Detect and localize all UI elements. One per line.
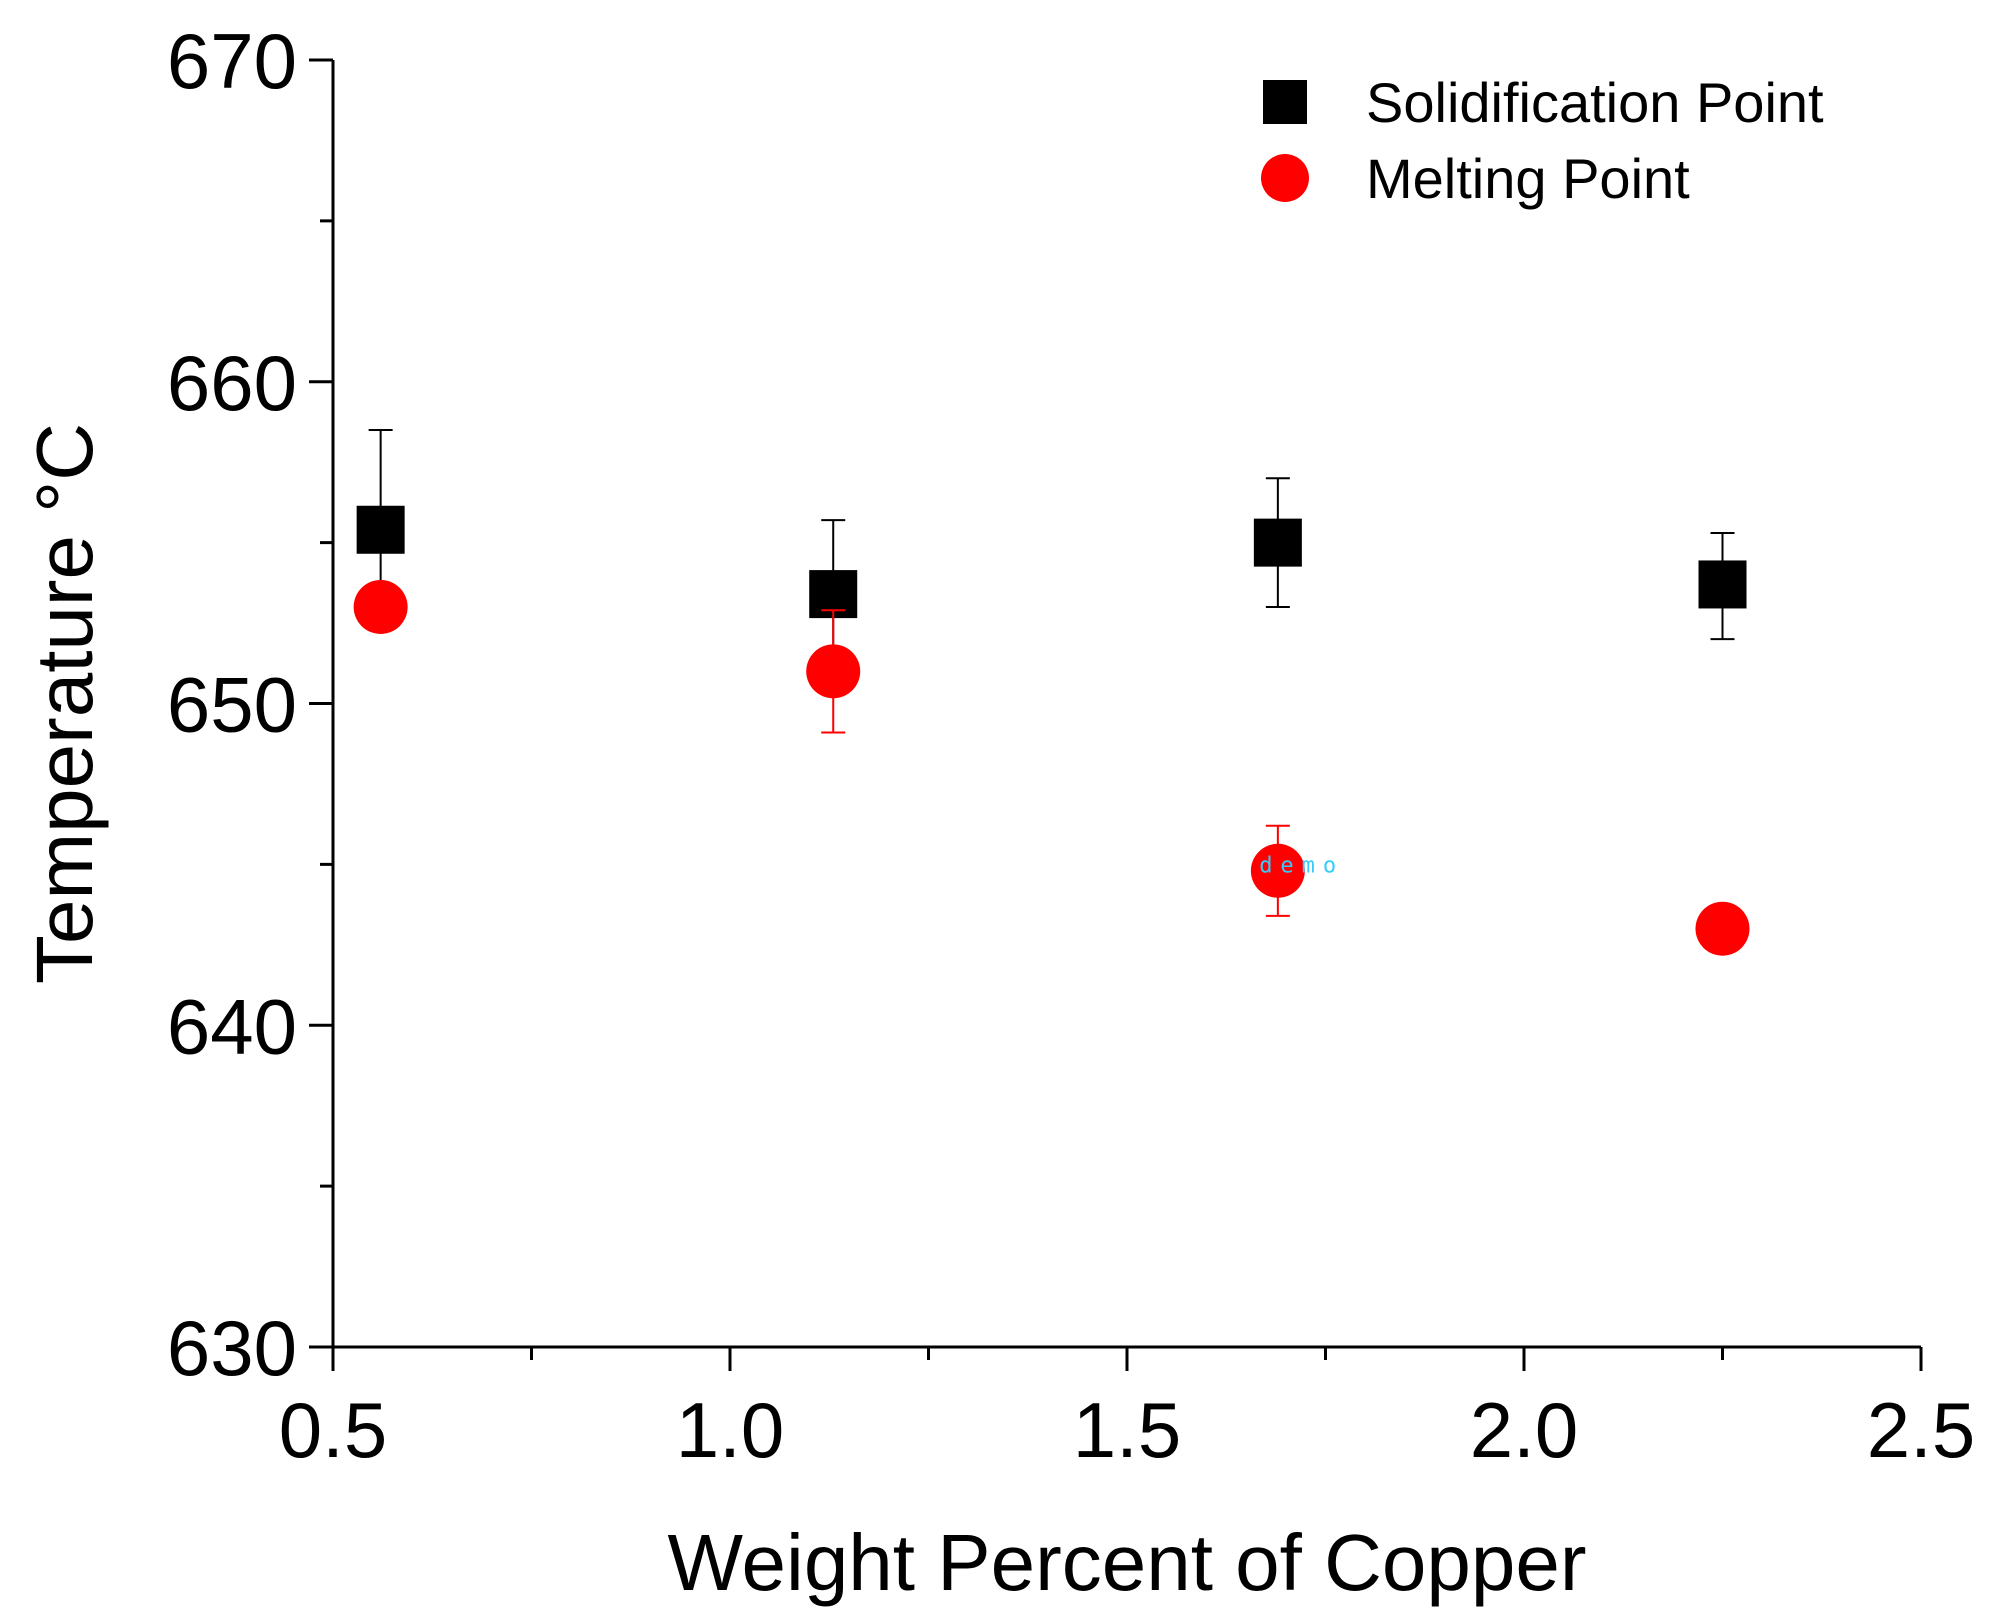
y-tick-label: 650 [167, 661, 297, 749]
y-tick-label: 670 [167, 17, 297, 105]
data-point-square [1698, 560, 1747, 609]
legend-marker-square [1263, 80, 1307, 124]
x-tick-label: 2.0 [1470, 1386, 1578, 1474]
series-melting-point [353, 579, 1750, 956]
data-point-square [356, 505, 405, 554]
data-point-circle [806, 644, 861, 699]
legend-label-solidification: Solidification Point [1366, 71, 1824, 134]
y-tick-label: 660 [167, 339, 297, 427]
series-solidification-point [356, 429, 1747, 670]
y-tick-label: 630 [167, 1304, 297, 1392]
x-tick-label: 0.5 [279, 1386, 387, 1474]
data-point-square [1253, 518, 1302, 567]
x-tick-label: 2.5 [1867, 1386, 1975, 1474]
x-axis-title: Weight Percent of Copper [667, 1518, 1586, 1607]
data-series [353, 429, 1750, 956]
data-point-circle [1695, 901, 1750, 956]
x-tick-label: 1.0 [676, 1386, 784, 1474]
legend: Solidification Point Melting Point [1261, 71, 1824, 210]
x-tick-label: 1.5 [1073, 1386, 1181, 1474]
axes [309, 58, 1923, 1371]
legend-label-melting: Melting Point [1366, 147, 1690, 210]
data-point-circle [1250, 843, 1305, 898]
y-tick-label: 640 [167, 982, 297, 1070]
annotations: demo [1259, 853, 1344, 878]
tick-labels: 0.5 1.0 1.5 2.0 2.5 630 640 650 660 670 Weight Per… [20, 17, 1975, 1607]
annotation-text: demo [1259, 853, 1344, 878]
legend-marker-circle [1261, 154, 1309, 202]
y-axis-title: Temperature °C [20, 423, 109, 984]
data-point-circle [353, 579, 408, 634]
